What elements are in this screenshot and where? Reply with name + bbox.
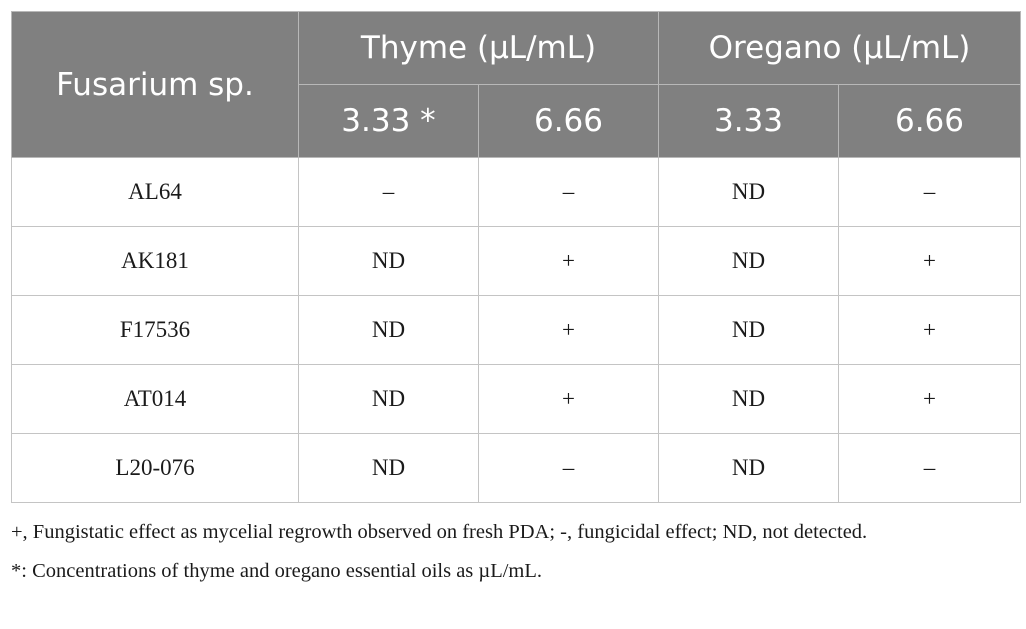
strain-cell: F17536 (11, 295, 299, 365)
oregano-high-concentration-header: 6.66 (838, 84, 1021, 158)
table-header: Fusarium sp. Thyme (µL/mL) Oregano (µL/m… (11, 11, 1021, 158)
result-cell: ND (298, 295, 479, 365)
oregano-low-concentration-header: 3.33 (658, 84, 839, 158)
thyme-group-header: Thyme (µL/mL) (298, 11, 659, 85)
table-row: L20-076 ND – ND – (11, 433, 1021, 503)
result-cell: + (838, 364, 1021, 434)
legend-footnote: +, Fungistatic effect as mycelial regrow… (11, 521, 868, 543)
result-cell: – (478, 157, 659, 227)
thyme-low-concentration-header: 3.33 * (298, 84, 479, 158)
result-cell: ND (298, 364, 479, 434)
result-cell: + (838, 295, 1021, 365)
table-body: AL64 – – ND – AK181 ND + ND + F17536 ND … (11, 157, 1021, 503)
result-cell: + (478, 226, 659, 296)
table-row: AT014 ND + ND + (11, 364, 1021, 434)
result-cell: + (478, 295, 659, 365)
result-cell: ND (658, 157, 839, 227)
table-row: AK181 ND + ND + (11, 226, 1021, 296)
result-cell: ND (298, 226, 479, 296)
oregano-group-header: Oregano (µL/mL) (658, 11, 1021, 85)
result-cell: – (838, 433, 1021, 503)
strain-cell: AL64 (11, 157, 299, 227)
table-footnotes: +, Fungistatic effect as mycelial regrow… (11, 516, 1020, 588)
result-cell: + (478, 364, 659, 434)
result-cell: ND (658, 295, 839, 365)
result-cell: ND (658, 226, 839, 296)
result-cell: ND (658, 433, 839, 503)
header-row-groups: Fusarium sp. Thyme (µL/mL) Oregano (µL/m… (11, 11, 1021, 158)
result-cell: – (838, 157, 1021, 227)
strain-cell: AK181 (11, 226, 299, 296)
fusarium-column-header: Fusarium sp. (11, 11, 299, 158)
result-cell: – (298, 157, 479, 227)
result-cell: + (838, 226, 1021, 296)
strain-cell: AT014 (11, 364, 299, 434)
results-table: Fusarium sp. Thyme (µL/mL) Oregano (µL/m… (11, 11, 1021, 503)
asterisk-footnote: *: Concentrations of thyme and oregano e… (11, 560, 543, 582)
table-row: F17536 ND + ND + (11, 295, 1021, 365)
header-row-concentrations: 3.33 * 6.66 3.33 6.66 (12, 84, 1021, 158)
table-row: AL64 – – ND – (11, 157, 1021, 227)
strain-cell: L20-076 (11, 433, 299, 503)
result-cell: – (478, 433, 659, 503)
thyme-high-concentration-header: 6.66 (478, 84, 659, 158)
result-cell: ND (298, 433, 479, 503)
result-cell: ND (658, 364, 839, 434)
